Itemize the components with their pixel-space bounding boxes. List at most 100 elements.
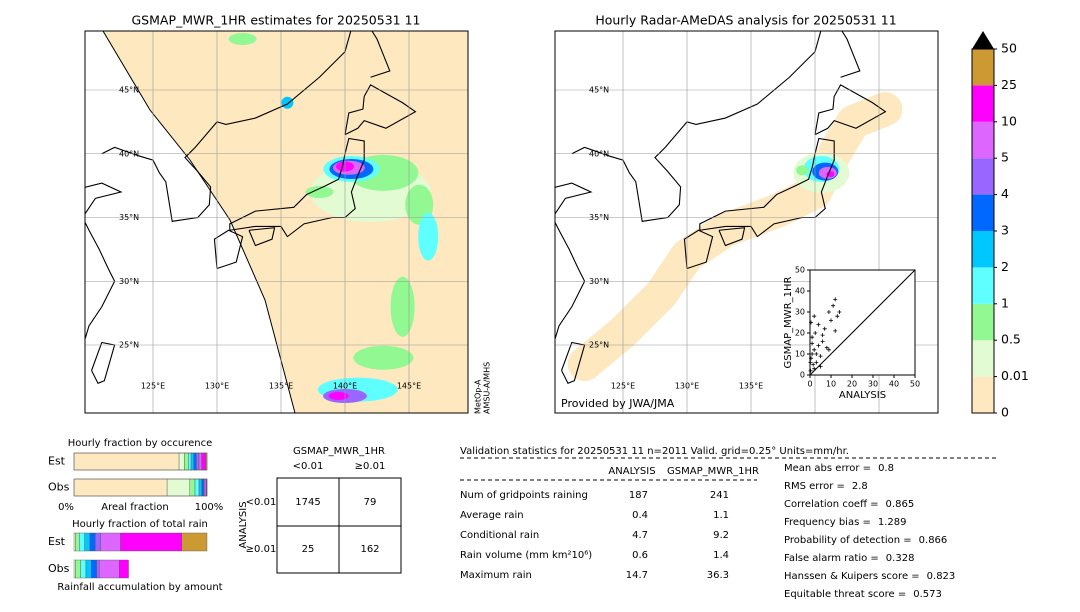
colorbar-label: 10 (1001, 113, 1017, 128)
fraction-segment (100, 532, 121, 552)
row-label: Est (48, 535, 66, 548)
fraction-segment (99, 559, 120, 579)
score: RMS error = 2.8 (784, 481, 868, 492)
stats-header: Validation statistics for 20250531 11 n=… (460, 446, 849, 457)
colorbar-segment (972, 85, 994, 122)
score-value: 1.289 (878, 517, 907, 528)
rain-area (281, 96, 294, 109)
score-label: RMS error = (784, 481, 845, 492)
rain-area (390, 276, 415, 337)
table-cell: 1745 (295, 497, 320, 508)
fraction-segment (89, 532, 96, 552)
score-value: 0.866 (919, 535, 948, 546)
scatter-point (835, 314, 840, 319)
lat-label: 45°N (589, 86, 609, 95)
map-frame (84, 30, 469, 414)
scatter-point (818, 354, 823, 359)
colorbar-segment (972, 376, 994, 413)
scatter-point (816, 343, 821, 348)
map-title: Hourly Radar-AMeDAS analysis for 2025053… (595, 13, 896, 28)
row-label: ≥0.01 (246, 544, 277, 555)
lon-label: 130°E (675, 382, 699, 391)
fraction-segment (181, 532, 208, 552)
stat-value: 187 (629, 490, 648, 501)
scatter-point (837, 310, 842, 314)
fraction-segment (189, 478, 196, 497)
lat-label: 45°N (119, 86, 139, 95)
rain-area (826, 171, 835, 178)
fraction-segment (198, 478, 202, 497)
scatter-point (826, 310, 831, 314)
row-label: Obs (48, 481, 70, 494)
colorbar-segment (972, 49, 994, 86)
stat-value: 241 (710, 490, 729, 501)
row-label: Est (48, 455, 66, 468)
score-label: False alarm ratio = (784, 553, 879, 564)
map-title: GSMAP_MWR_1HR estimates for 20250531 11 (132, 13, 421, 28)
fraction-segment (188, 452, 192, 471)
lat-label: 30°N (119, 277, 139, 286)
coastline (840, 31, 861, 78)
scatter-point (812, 366, 817, 371)
fraction-segment (95, 532, 101, 552)
stat-value: 4.7 (632, 530, 648, 541)
y-tick-label: 50 (795, 266, 805, 275)
lat-label: 25°N (589, 341, 609, 350)
coastline (699, 137, 835, 238)
lat-label: 25°N (119, 341, 139, 350)
scatter-point (810, 335, 815, 340)
fraction-segment (79, 532, 85, 552)
scatter-point (810, 352, 815, 356)
y-axis-label: GSMAP_MWR_1HR (783, 277, 794, 369)
score: Frequency bias = 1.289 (784, 517, 907, 528)
score-label: Mean abs error = (784, 463, 871, 474)
score-value: 0.573 (913, 589, 942, 600)
coastline (555, 182, 593, 339)
x-tick-label: 50 (910, 380, 920, 389)
colorbar-label: 4 (1001, 186, 1009, 201)
colorbar-label: 25 (1001, 77, 1017, 92)
coastline (248, 227, 276, 247)
x-tick-label: 40 (889, 380, 899, 389)
lat-label: 30°N (589, 277, 609, 286)
fraction-segment (75, 559, 81, 579)
lon-label: 125°E (611, 382, 635, 391)
scatter-point (824, 345, 829, 350)
col-label: ≥0.01 (355, 461, 386, 472)
coastline (91, 341, 116, 384)
score-label: Hanssen & Kuipers score = (784, 571, 920, 582)
fraction-segment (166, 478, 190, 497)
rain-area (796, 165, 809, 176)
coastline (344, 84, 417, 136)
score-label: Equitable threat score = (784, 589, 906, 600)
scatter-point (831, 303, 836, 308)
score: False alarm ratio = 0.328 (784, 553, 914, 564)
scatter-point (814, 352, 819, 356)
lon-label: 140°E (333, 382, 357, 391)
fraction-segment (120, 532, 182, 552)
scatter-point (833, 328, 838, 333)
fraction-segment (80, 559, 87, 579)
coastline (814, 84, 887, 136)
satellite: MetOp-A (474, 379, 483, 414)
scatter-point (812, 347, 817, 352)
stat-value: 9.2 (713, 530, 729, 541)
fraction-segment (85, 559, 92, 579)
colorbar-segment (972, 231, 994, 268)
row-label: Obs (48, 562, 70, 575)
score-label: Probability of detection = (784, 535, 912, 546)
scatter-point (822, 326, 827, 331)
diagonal (809, 269, 916, 376)
score-value: 0.328 (886, 553, 915, 564)
scatter-point (813, 331, 818, 335)
fraction-segment (201, 452, 206, 471)
x-tick-label: 20 (847, 380, 857, 389)
y-tick-label: 30 (795, 308, 805, 317)
colorbar-segment (972, 267, 994, 304)
y-tick-label: 20 (795, 329, 805, 338)
fraction-segment (193, 452, 197, 471)
scatter-point (818, 364, 823, 369)
score-value: 2.8 (852, 481, 868, 492)
rain-area (328, 392, 349, 400)
